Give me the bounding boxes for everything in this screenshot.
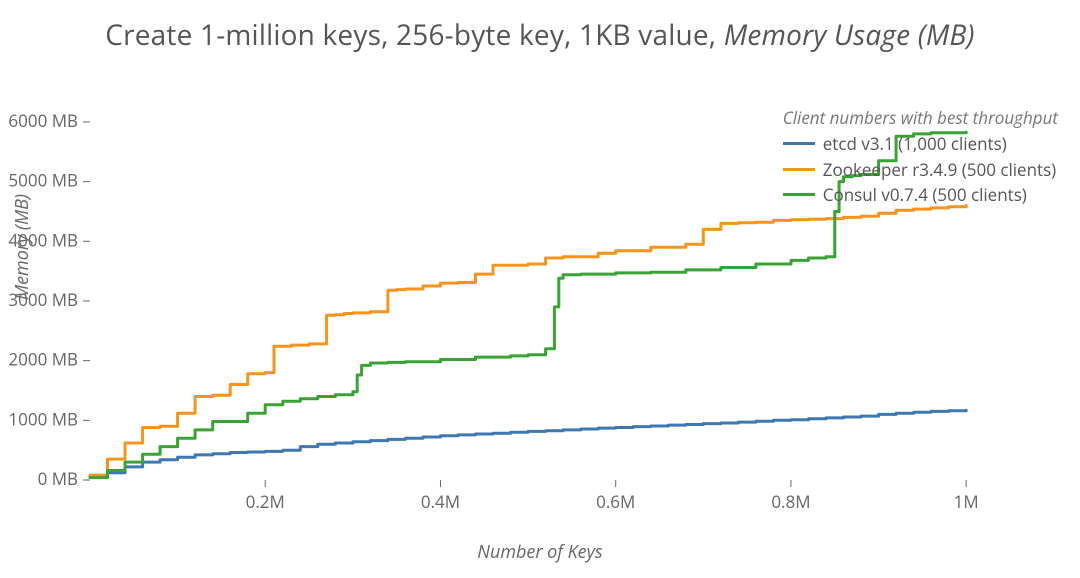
legend-row-consul: Consul v0.7.4 (500 clients) [783,182,1058,208]
legend-label-zookeeper: Zookeeper r3.4.9 (500 clients) [823,157,1056,183]
legend-note: Client numbers with best throughput [783,106,1058,129]
legend-label-consul: Consul v0.7.4 (500 clients) [823,182,1027,208]
chart-container: Create 1-million keys, 256-byte key, 1KB… [0,0,1080,578]
chart-title: Create 1-million keys, 256-byte key, 1KB… [0,16,1080,54]
y-tick-label: 5000 MB [8,169,78,192]
legend-row-etcd: etcd v3.1 (1,000 clients) [783,131,1058,157]
chart-title-plain: Create 1-million keys, 256-byte key, 1KB… [105,16,723,54]
legend: Client numbers with best throughput etcd… [783,106,1058,208]
legend-rows: etcd v3.1 (1,000 clients)Zookeeper r3.4.… [783,131,1058,208]
chart-title-em: Memory Usage (MB) [724,16,975,54]
y-tick-label: 6000 MB [8,109,78,132]
y-tick-label: 2000 MB [8,348,78,371]
x-tick-label: 0.8M [771,490,810,513]
y-tick-label: 4000 MB [8,228,78,251]
x-tick-label: 0.6M [596,490,635,513]
legend-row-zookeeper: Zookeeper r3.4.9 (500 clients) [783,157,1058,183]
legend-swatch-etcd [783,142,815,145]
x-tick-label: 0.4M [421,490,460,513]
y-tick-label: 1000 MB [8,407,78,430]
x-tick-label: 1M [954,490,979,513]
legend-swatch-consul [783,193,815,196]
legend-label-etcd: etcd v3.1 (1,000 clients) [823,131,1007,157]
y-tick-label: 3000 MB [8,288,78,311]
legend-swatch-zookeeper [783,168,815,171]
x-axis-label: Number of Keys [0,540,1080,564]
x-tick-label: 0.2M [246,490,285,513]
y-tick-label: 0 MB [38,467,78,490]
